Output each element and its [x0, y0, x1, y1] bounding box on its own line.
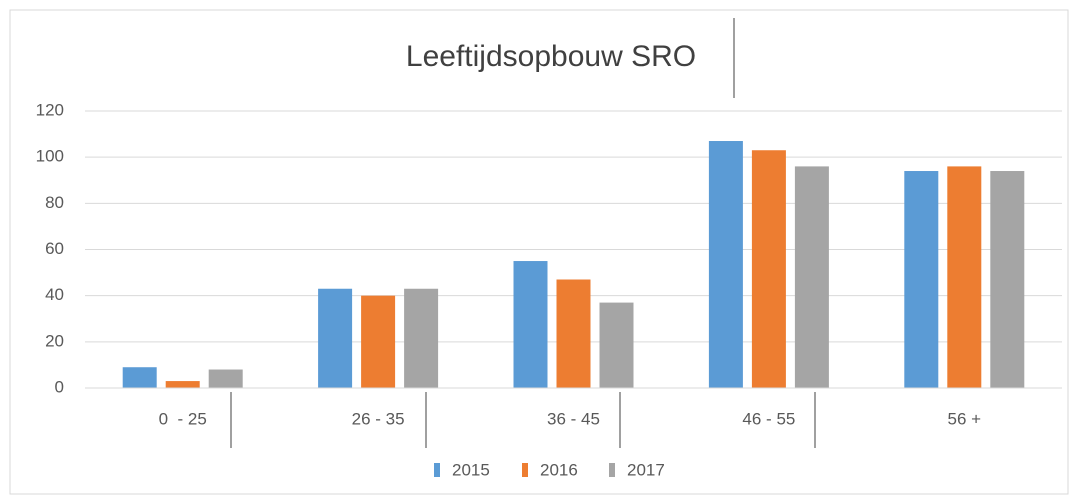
y-tick-label: 20 [45, 331, 64, 350]
bar [556, 279, 591, 388]
chart-title: Leeftijdsopbouw SRO [406, 40, 696, 73]
y-tick-label: 100 [36, 147, 64, 166]
bar [990, 171, 1025, 388]
bar [794, 166, 829, 388]
legend-label: 2015 [452, 460, 490, 479]
y-tick-label: 60 [45, 239, 64, 258]
legend-swatch [434, 463, 440, 477]
bar [165, 381, 200, 388]
legend-swatch [522, 463, 528, 477]
x-tick-label: 0 - 25 [159, 409, 207, 428]
bar [751, 150, 786, 388]
x-tick-label: 26 - 35 [352, 409, 405, 428]
bar [361, 295, 396, 388]
y-tick-label: 40 [45, 285, 64, 304]
bar [122, 367, 157, 388]
legend-label: 2016 [540, 460, 578, 479]
bar [904, 171, 939, 388]
y-tick-label: 80 [45, 193, 64, 212]
legend-label: 2017 [627, 460, 665, 479]
x-tick-label: 46 - 55 [742, 409, 795, 428]
bar [599, 302, 634, 388]
bar [208, 369, 243, 388]
x-tick-label: 56 + [948, 409, 982, 428]
bar [318, 288, 353, 388]
y-tick-label: 0 [55, 377, 64, 396]
y-tick-label: 120 [36, 100, 64, 119]
bar [708, 141, 743, 388]
separator-lines [230, 392, 816, 448]
bar [513, 261, 548, 388]
legend-swatch [609, 463, 615, 477]
bar [947, 166, 982, 388]
bar [404, 288, 439, 388]
chart-border [9, 9, 1069, 495]
x-tick-label: 36 - 45 [547, 409, 600, 428]
